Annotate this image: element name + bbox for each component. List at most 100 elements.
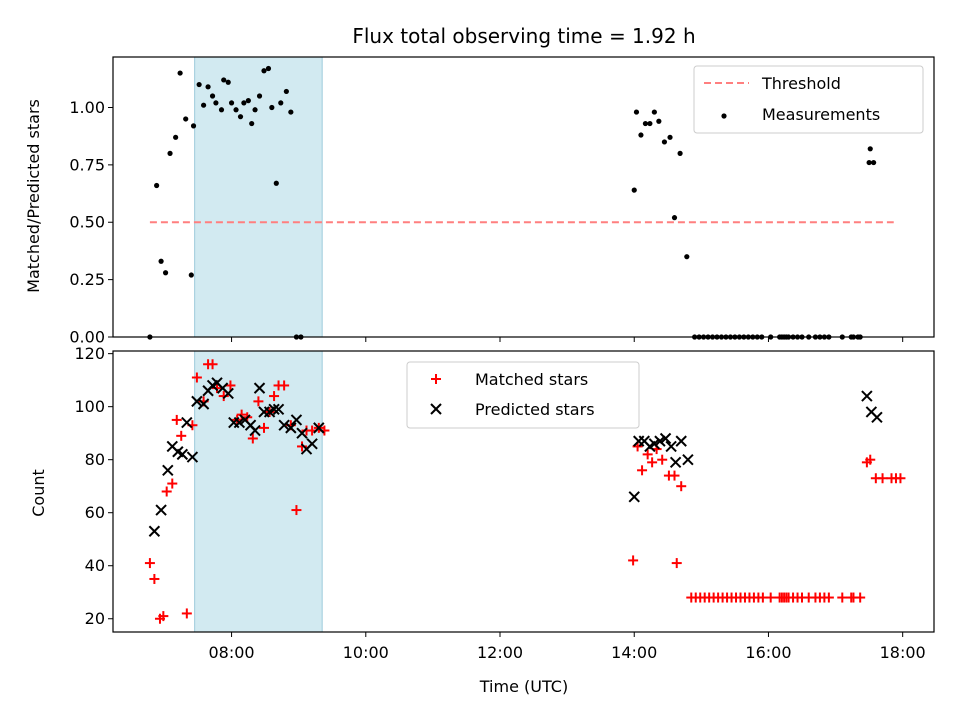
top-y-axis-label: Matched/Predicted stars (24, 99, 43, 293)
predicted-star-point (268, 403, 280, 416)
predicted-star-point (648, 438, 661, 450)
top-y-tick-label: 0.50 (69, 213, 105, 232)
x-tick-label: 18:00 (880, 643, 926, 662)
measurement-point (209, 93, 216, 99)
measurement-point (162, 270, 169, 276)
measurement-point (205, 84, 211, 90)
measurement-point (225, 79, 231, 85)
predicted-star-point (285, 422, 297, 434)
bottom-y-tick-label: 20 (85, 609, 105, 628)
matched-star-point (253, 396, 264, 407)
matched-star-point (765, 592, 776, 603)
predicted-star-point (191, 395, 203, 408)
matched-star-point (291, 505, 302, 516)
chart-title: Flux total observing time = 1.92 h (352, 24, 695, 48)
measurement-point (158, 258, 164, 264)
measurement-point (656, 118, 662, 124)
bottom-legend: Matched stars Predicted stars (406, 361, 640, 429)
x-tick-label: 10:00 (343, 643, 389, 662)
predicted-legend-label: Predicted stars (475, 400, 595, 419)
measurement-point (196, 81, 202, 88)
measurement-point (190, 123, 197, 129)
predicted-legend-marker (430, 403, 442, 415)
matched-star-point (865, 454, 876, 465)
matched-star-point (181, 608, 192, 619)
matched-star-point (225, 380, 236, 391)
bottom-y-tick-label: 120 (74, 344, 105, 363)
predicted-star-point (296, 427, 308, 439)
measurement-point (288, 109, 294, 115)
x-tick-label: 08:00 (209, 643, 255, 662)
x-tick-label: 14:00 (611, 643, 657, 662)
top-plot-frame (112, 56, 935, 338)
top-y-tick-label: 0.00 (69, 328, 105, 347)
x-axis-label: Time (UTC) (479, 677, 568, 696)
measurement-point (642, 120, 649, 127)
predicted-star-point (222, 387, 234, 400)
matched-star-point (837, 592, 848, 603)
bottom-y-tick-label: 60 (85, 503, 105, 522)
matched-star-point (269, 391, 280, 402)
predicted-star-point (675, 435, 687, 447)
predicted-star-point (155, 504, 167, 516)
ratio-panel: Flux total observing time = 1.92 h Match… (24, 24, 935, 347)
predicted-star-point (181, 416, 193, 429)
predicted-star-point (861, 390, 873, 402)
top-y-tick-label: 0.75 (69, 155, 105, 174)
matched-star-point (895, 473, 906, 484)
matched-star-point (191, 372, 202, 383)
measurement-point (228, 100, 235, 106)
predicted-star-point (682, 453, 694, 466)
measurement-point (237, 114, 244, 120)
matched-star-point (877, 473, 888, 484)
measurement-point (684, 254, 690, 260)
top-y-tick-label: 1.00 (69, 98, 105, 117)
matched-star-point (149, 573, 160, 584)
measurement-point (252, 107, 258, 113)
predicted-star-point (290, 414, 303, 426)
measurement-point (283, 88, 289, 95)
predicted-star-point (669, 456, 682, 469)
measurement-point (218, 107, 225, 113)
predicted-star-point (278, 419, 290, 431)
predicted-star-point (197, 398, 210, 410)
matched-legend-label: Matched stars (475, 370, 588, 389)
measurement-point (183, 116, 189, 122)
bottom-legend-box (406, 361, 640, 429)
measurement-point (256, 93, 263, 99)
measurements-legend-marker (721, 113, 727, 119)
bottom-plot-frame (112, 350, 935, 633)
top-y-tick-label: 0.25 (69, 270, 105, 289)
measurement-point (233, 107, 239, 113)
top-legend-box (693, 65, 924, 134)
measurement-point (249, 120, 255, 127)
matched-star-point (855, 592, 866, 603)
measurement-point (278, 100, 284, 106)
measurement-point (638, 132, 644, 138)
predicted-star-point (176, 448, 189, 461)
measurement-point (870, 159, 877, 166)
matched-star-point (167, 478, 178, 489)
measurement-point (667, 134, 673, 140)
measurement-point (177, 70, 183, 76)
matched-star-point (171, 414, 182, 425)
matched-star-point (247, 433, 258, 444)
bottom-y-tick-label: 100 (74, 397, 105, 416)
measurement-point (167, 150, 173, 156)
measurements-legend-label: Measurements (762, 105, 880, 124)
measurement-point (867, 146, 873, 152)
predicted-star-point (186, 451, 199, 463)
matched-star-point (628, 555, 639, 566)
observing-window-band (194, 56, 323, 338)
measurement-point (633, 109, 640, 115)
matched-star-point (158, 611, 169, 622)
matched-star-point (207, 359, 218, 370)
matched-star-point (637, 465, 648, 476)
predicted-star-point (659, 432, 672, 445)
measurement-point (241, 100, 247, 106)
measurement-point (677, 150, 683, 156)
x-tick-label: 16:00 (745, 643, 791, 662)
predicted-star-point (162, 464, 174, 476)
measurement-point (265, 65, 272, 72)
matched-star-point (669, 470, 680, 481)
